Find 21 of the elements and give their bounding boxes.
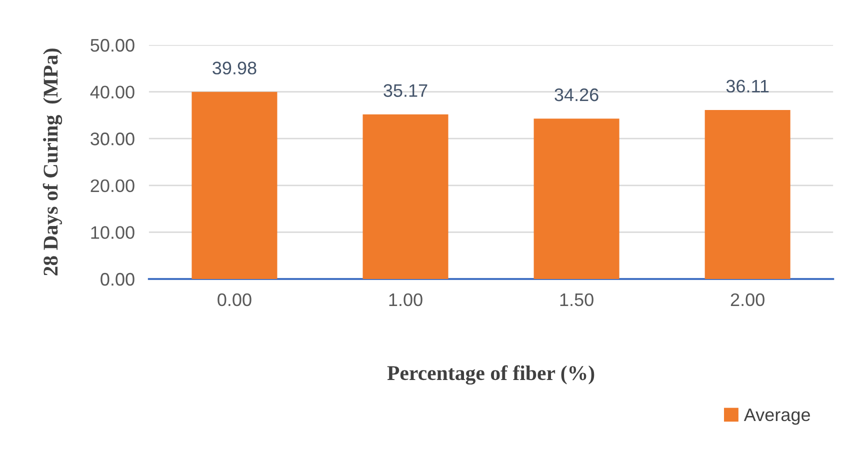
y-tick-label: 20.00 [90,179,134,192]
bar [362,114,448,279]
legend-label: Average [744,408,810,425]
bar [192,92,278,279]
bar [704,110,790,279]
data-label: 39.98 [212,62,256,74]
y-tick-label: 10.00 [91,226,134,239]
y-tick-label: 40.00 [90,86,134,99]
data-label: 36.11 [726,80,769,93]
x-tick-label: 2.00 [730,293,764,306]
bar [534,118,620,279]
y-tick-label: 50.00 [90,38,134,52]
data-label: 34.26 [554,88,598,102]
x-tick-label: 1.50 [560,293,594,306]
y-tick-label: 30.00 [90,132,134,146]
data-label: 35.17 [384,84,428,97]
x-tick-label: 0.00 [218,293,252,306]
x-axis-title: Percentage of fiber (%) [387,365,594,385]
x-tick-label: 1.00 [389,293,422,306]
y-tick-label: 0.00 [100,272,134,286]
y-axis-title: 28 Days of Curing (MPa) [42,48,62,276]
